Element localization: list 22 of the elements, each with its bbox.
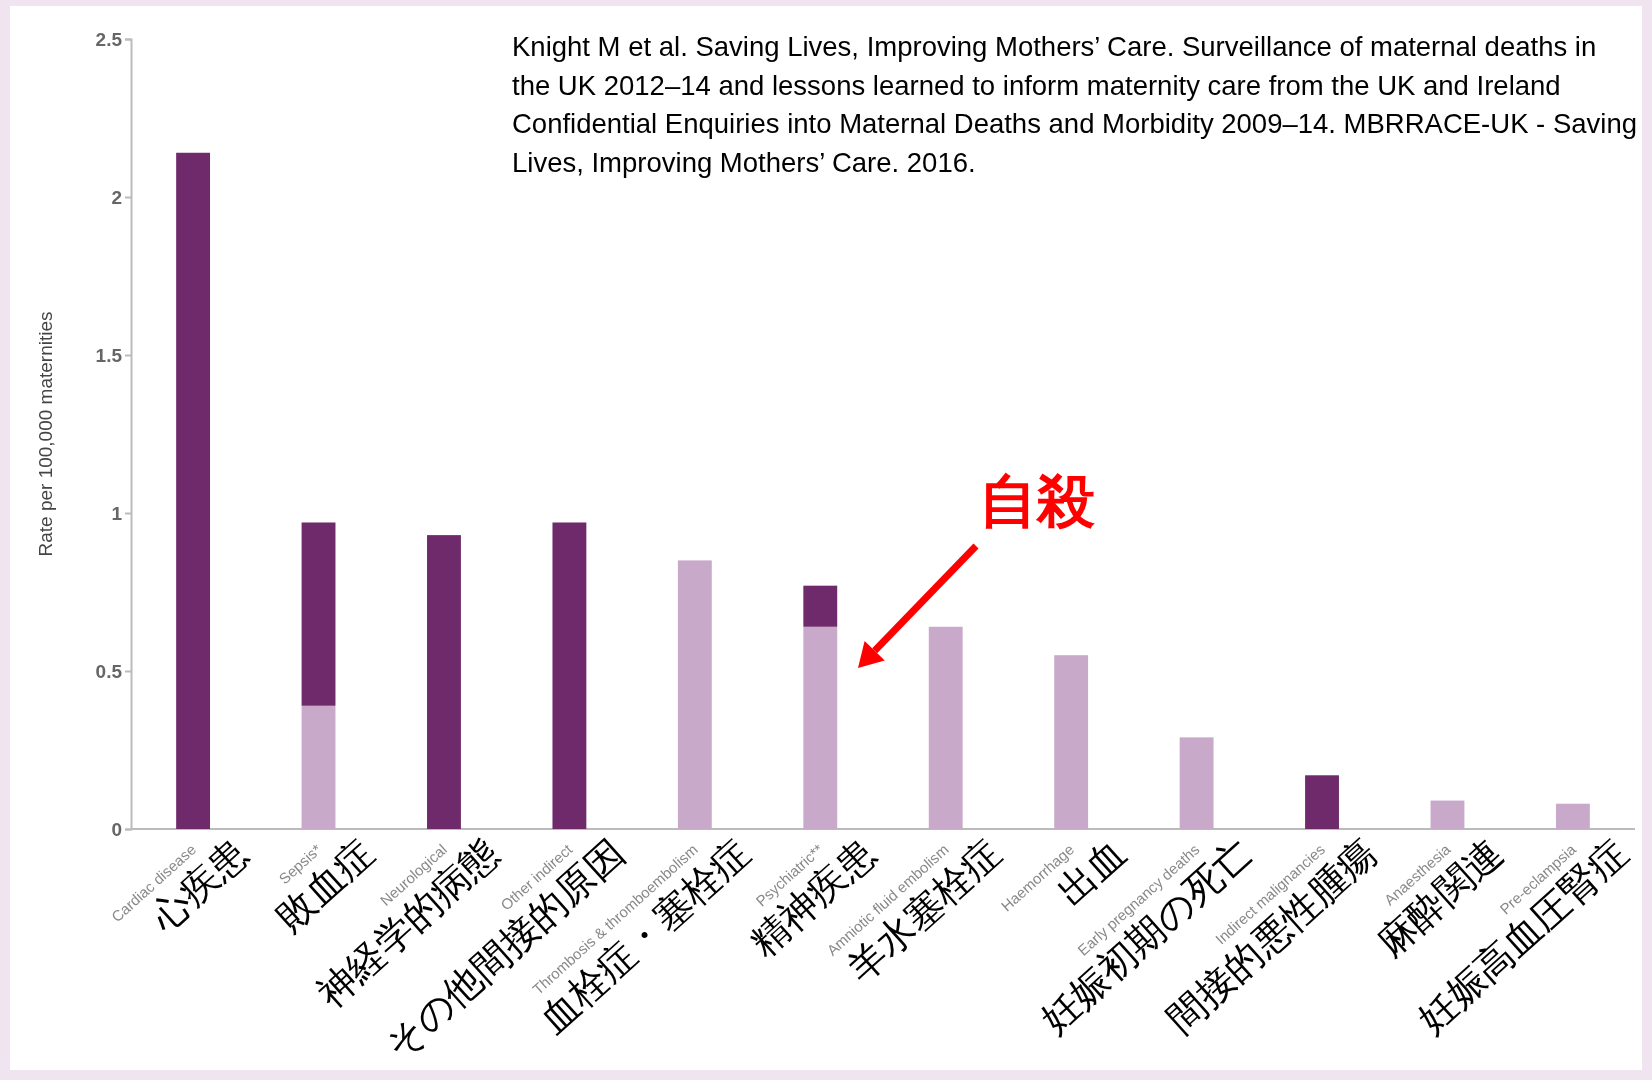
bar: [552, 522, 587, 829]
bar: [1555, 803, 1590, 829]
bar: [803, 585, 838, 627]
y-tick-label: 2: [111, 186, 122, 208]
bar: [1054, 655, 1089, 829]
bar: [1179, 737, 1214, 829]
bar: [301, 522, 336, 706]
bar: [677, 560, 712, 829]
annotation: Knight M et al. Saving Lives, Improving Mothers’ Care. Surveillance of maternal deaths in the UK 2012–14 and lessons learned to inform maternity care from the UK and Ireland Confidential Enquiries into Maternal Deaths and Morbidity 2009–14. MBRRACE-UK - Saving Lives, Improving Mothers’ Care. 2016.: [512, 30, 1638, 180]
annotation: 自殺: [979, 467, 1095, 535]
y-tick-label: 0: [111, 818, 122, 840]
y-tick-label: 1: [111, 502, 123, 524]
bar: [301, 705, 336, 829]
y-tick-label: 0.5: [95, 660, 123, 682]
bar: [427, 535, 461, 829]
y-tick-label: 2.5: [95, 28, 123, 50]
bar: [803, 626, 838, 829]
y-axis-title: Rate per 100,000 maternities: [35, 311, 56, 557]
bar: [176, 152, 211, 829]
y-tick-label: 1.5: [95, 344, 123, 366]
bar: [1305, 775, 1339, 829]
bar: [1430, 800, 1465, 829]
